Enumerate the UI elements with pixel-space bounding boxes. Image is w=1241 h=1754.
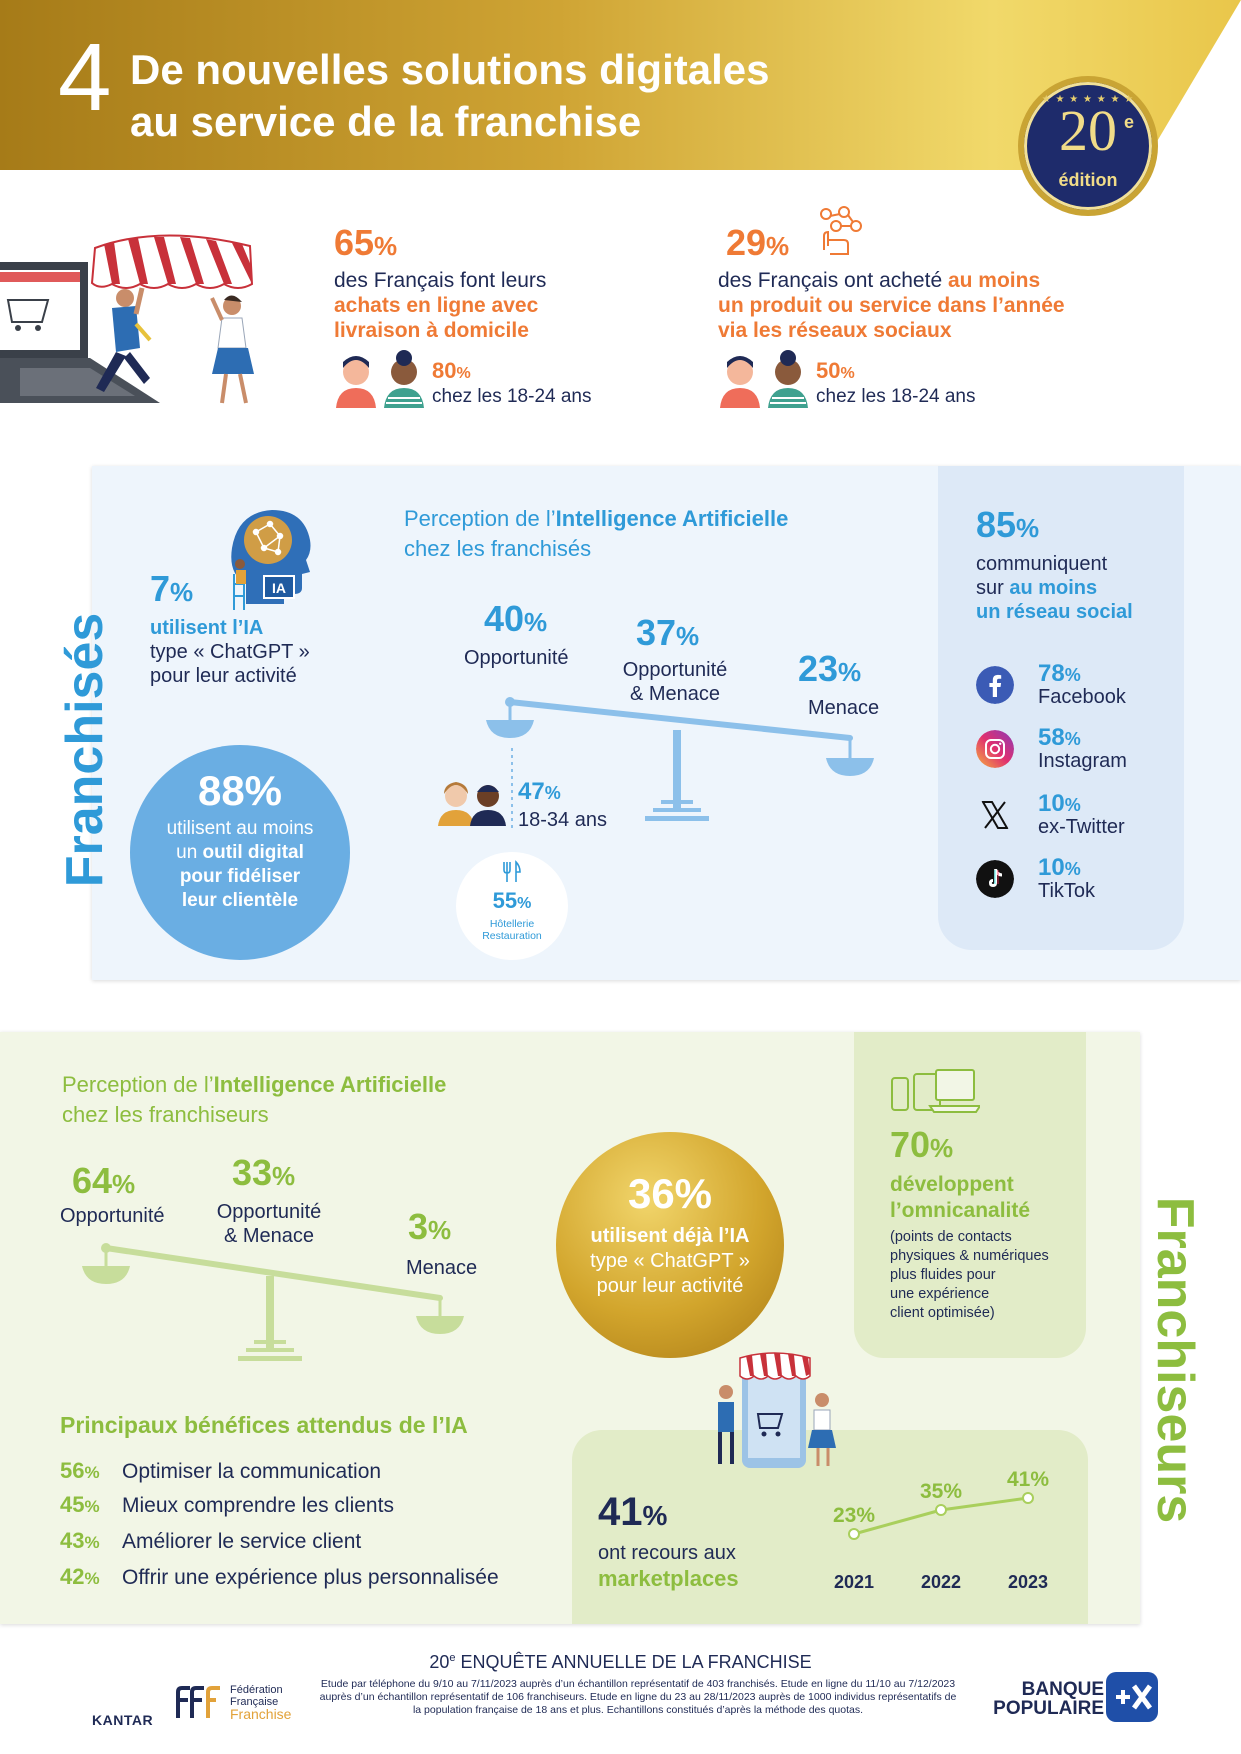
social-shopping-text: des Français ont acheté au moins un prod… [718,269,1065,342]
franchiseurs-opportunity-label: Opportunité [60,1205,165,1227]
young-people-icon [720,350,808,408]
online-shopping-pct: 65% [334,222,398,263]
trend-data-label: 23% [833,1504,875,1527]
edition-superscript: e [1124,112,1135,132]
franchises-perception-title: Perception de l’Intelligence Artificiell… [404,506,789,561]
marketplaces-card [572,1430,1088,1624]
franchises-mixed-label: Opportunité & Menace [622,659,728,705]
marketplaces-text: ont recours aux marketplaces [598,1542,739,1591]
franchiseurs-mixed-label: Opportunité & Menace [216,1201,322,1247]
page-title: De nouvelles solutions digitales au serv… [130,46,770,145]
franchises-opportunity-pct: 40% [484,598,548,639]
digital-tool-circle: 88% utilisent au moins un outil digital … [130,745,350,960]
benefit-row: 42% Offrir une expérience plus personnali… [60,1564,499,1589]
stars-decoration: ★ ★ ★ ★ ★ ★ ★ [1041,94,1135,105]
ai-head-icon: IA [231,510,311,610]
fff-logo-mark [176,1686,220,1718]
social-network-hand-icon [820,206,862,255]
instagram-icon [976,730,1014,768]
franchiseurs-balance-scale [82,1243,464,1361]
footer-methodology-note: Etude par téléphone du 9/10 au 7/11/2023… [319,1678,957,1716]
benefits-title: Principaux bénéfices attendus de l’IA [60,1412,468,1438]
social-shopping-young-pct: 50% [816,358,855,383]
franchiseurs-opportunity-pct: 64% [72,1160,136,1201]
trend-point [935,1504,947,1516]
social-row-instagram: 58% Instagram [976,724,1176,776]
franchises-balance-scale [486,697,874,830]
marketplaces-trend-chart: 23% 2021 35% 2022 41% 2023 [833,1470,1049,1592]
benefit-row: 56% Optimiser la communication [60,1458,382,1483]
trend-point [1022,1492,1034,1504]
cutlery-icon [503,860,521,882]
svg-text:IA: IA [272,580,286,596]
hotel-pct: 55% [492,888,532,913]
social-networks-text: communiquent sur au moins un réseau soci… [976,553,1133,623]
social-row-x-twitter: 10% ex-Twitter [976,790,1176,842]
benefit-row: 45% Mieux comprendre les clients [60,1492,394,1517]
online-shopping-young-label: chez les 18-24 ans [432,386,592,407]
online-shopping-text: des Français font leurs achats en ligne … [334,269,547,342]
marketplace-shop-illustration [718,1352,836,1468]
fff-logo: Fédération Française Franchise [176,1684,306,1724]
franchises-ia-use-text: utilisent l’IA type « ChatGPT » pour leu… [150,617,310,687]
trend-data-label: 35% [920,1480,962,1503]
edition-badge: ★ ★ ★ ★ ★ ★ ★ 20 e édition [1018,76,1158,216]
omnichannel-text: développent l’omnicanalité [890,1173,1031,1222]
online-shopping-illustration [0,234,254,404]
banque-populaire-mark-icon [1106,1672,1158,1722]
edition-label: édition [1058,170,1118,190]
social-networks-pct: 85% [976,504,1040,545]
tiktok-icon [976,860,1014,898]
trend-x-tick-label: 2021 [834,1572,874,1592]
edition-number: 20 [1059,98,1117,163]
omnichannel-note: (points de contacts physiques & numériqu… [890,1229,1049,1321]
kantar-logo: KANTAR [92,1712,154,1728]
trend-x-tick-label: 2022 [921,1572,961,1592]
adults-faces-icon [438,782,506,826]
trend-point [848,1528,860,1540]
omnichannel-pct: 70% [890,1124,954,1165]
marketplaces-pct: 41% [598,1490,668,1534]
section-number: 4 [58,24,112,131]
franchiseurs-threat-label: Menace [406,1257,478,1279]
franchises-ia-use-pct: 7% [150,568,194,609]
franchises-young-pct: 47% [518,778,561,805]
franchiseurs-mixed-pct: 33% [232,1152,296,1193]
benefit-row: 43% Améliorer le service client [60,1528,362,1553]
franchiseurs-perception-title: Perception de l’Intelligence Artificiell… [62,1072,447,1127]
franchises-mixed-pct: 37% [636,612,700,653]
header-band [0,0,1241,170]
facebook-icon [976,666,1014,704]
franchises-young-label: 18-34 ans [518,809,607,831]
franchises-threat-label: Menace [808,697,880,719]
online-shopping-young-pct: 80% [432,358,471,383]
social-row-facebook: 78% Facebook [976,660,1176,712]
trend-data-label: 41% [1007,1470,1049,1491]
devices-icon [891,1069,980,1113]
footer-title: 20e ENQUÊTE ANNUELLE DE LA FRANCHISE [429,1652,812,1672]
hotel-restaurant-circle: 55% Hôtellerie Restauration [456,852,568,960]
social-row-tiktok: 10% TikTok [976,854,1176,906]
franchises-threat-pct: 23% [798,648,862,689]
franchiseurs-threat-pct: 3% [408,1206,452,1247]
social-shopping-pct: 29% [726,222,790,263]
trend-x-tick-label: 2023 [1008,1572,1048,1592]
franchises-opportunity-label: Opportunité [464,647,569,669]
franchiseurs-side-label: Franchiseurs [1146,1196,1204,1524]
banque-populaire-logo: BANQUE POPULAIRE [978,1672,1178,1724]
social-shopping-young-label: chez les 18-24 ans [816,386,976,407]
young-people-icon [336,350,424,408]
franchiseurs-ia-use-circle: 36% utilisent déjà l’IA type « ChatGPT »… [556,1132,784,1358]
x-twitter-icon [981,801,1009,829]
